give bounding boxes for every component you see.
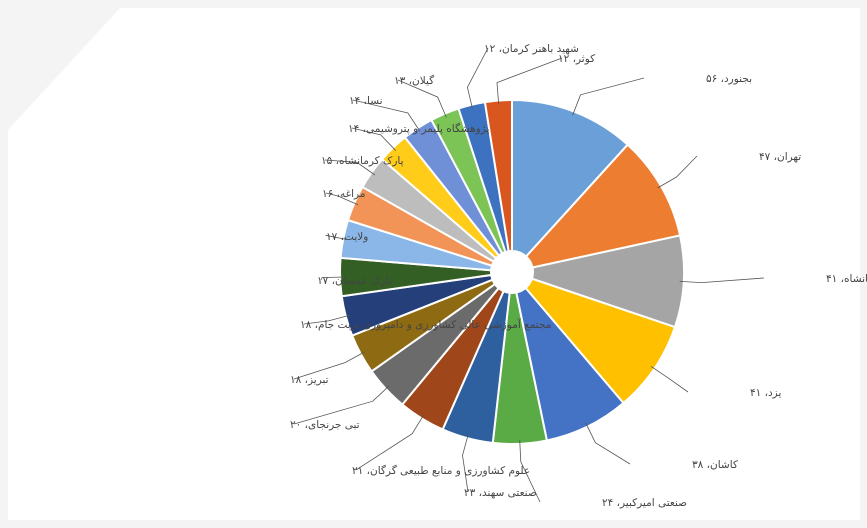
leader-line xyxy=(496,57,563,105)
data-label: پارک عمسان، ۱۷ xyxy=(317,275,392,287)
leader-line xyxy=(320,276,345,281)
center-hole xyxy=(490,250,534,294)
data-label: صنعتی امیرکبیر، ۲۴ xyxy=(602,497,687,509)
leader-line xyxy=(657,155,698,189)
leader-line xyxy=(293,351,365,380)
data-label: صنعتی کرمانشاه، ۴۱ xyxy=(826,273,867,285)
leader-line xyxy=(293,385,390,425)
data-label: ولایت، ۱۷ xyxy=(326,231,368,243)
data-label: کاشان، ۳۸ xyxy=(692,459,738,471)
leader-line xyxy=(462,434,469,493)
data-label: تهران، ۴۷ xyxy=(759,151,801,163)
data-label: مجتمع آموزشی عالی کشاورزی و دامپروری ترب… xyxy=(300,318,551,331)
data-label: صنعتی سهند، ۲۳ xyxy=(464,487,537,499)
data-label: بجنورد، ۵۶ xyxy=(706,73,752,85)
data-label: تبریز، ۱۸ xyxy=(290,374,329,386)
data-label: گیلان، ۱۳ xyxy=(394,74,434,87)
data-label: پژوهشگاه پلیمر و پتروشیمی، ۱۴ xyxy=(348,122,490,135)
data-label: یزد، ۴۱ xyxy=(750,387,781,399)
data-label: پارک کرمانشاه، ۱۵ xyxy=(321,155,404,167)
leader-line xyxy=(466,47,489,109)
data-labels: بجنورد، ۵۶ تهران، ۴۷ صنعتی کرمانشاه، ۴۱ یزد… xyxy=(290,43,867,509)
leader-line xyxy=(585,422,631,465)
leader-lines xyxy=(293,47,765,503)
leader-line xyxy=(325,234,348,240)
data-label: تبی جرنجای، ۲۰ xyxy=(290,419,360,431)
leader-line xyxy=(519,439,541,503)
leader-line xyxy=(351,127,397,151)
data-label: شهید باهنر کرمان، ۱۲ xyxy=(484,43,579,55)
leader-line xyxy=(355,414,425,471)
leader-line xyxy=(572,77,645,116)
data-label: نسا، ۱۴ xyxy=(349,95,383,107)
leader-line xyxy=(303,314,350,325)
data-label: کوثر، ۱۲ xyxy=(558,53,595,65)
data-label: مراغه، ۱۶ xyxy=(322,188,365,200)
leader-line xyxy=(397,79,447,118)
leader-line xyxy=(324,159,376,176)
pie-slices xyxy=(339,98,685,445)
leader-line xyxy=(325,192,359,206)
leader-line xyxy=(352,99,421,132)
leader-line xyxy=(650,365,689,393)
leader-line xyxy=(679,277,765,284)
data-label: علوم کشاورزی و منابع طبیعی گرگان، ۲۱ xyxy=(352,464,530,477)
